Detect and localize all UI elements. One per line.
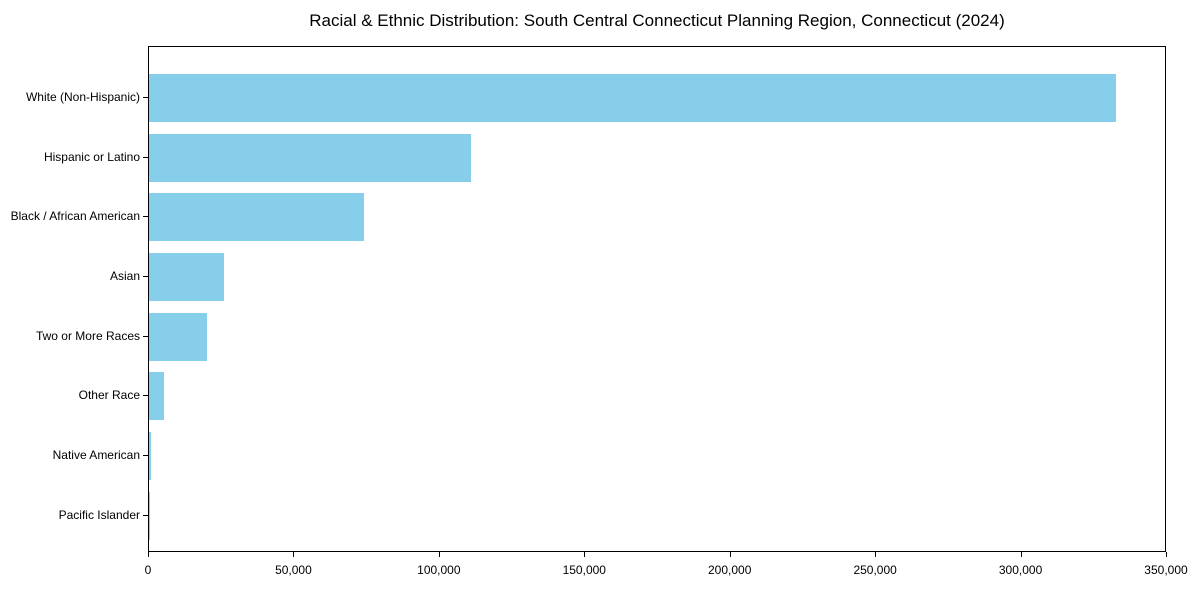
x-axis-tick-label: 100,000	[417, 563, 461, 577]
x-axis-tick	[293, 552, 295, 557]
x-axis-tick-label: 150,000	[562, 563, 606, 577]
y-axis-label: Pacific Islander	[58, 507, 140, 522]
x-axis-tick-label: 200,000	[708, 563, 752, 577]
bar	[149, 193, 364, 242]
x-axis-tick	[875, 552, 877, 557]
x-axis-tick	[148, 552, 149, 557]
y-axis-tick	[143, 156, 148, 158]
y-axis-tick	[143, 335, 148, 337]
y-axis-label: Black / African American	[10, 209, 140, 224]
y-axis-label: Native American	[52, 447, 140, 462]
x-axis-tick	[1166, 552, 1167, 557]
y-axis-tick	[143, 275, 148, 277]
chart-title: Racial & Ethnic Distribution: South Cent…	[309, 11, 1005, 30]
y-axis-tick	[143, 395, 148, 397]
x-axis-tick-label: 250,000	[853, 563, 897, 577]
x-axis-tick	[584, 552, 586, 557]
bar	[149, 133, 472, 182]
y-axis-tick	[143, 454, 148, 456]
y-axis-tick	[143, 216, 148, 218]
y-axis-label: Two or More Races	[35, 328, 140, 343]
bar	[149, 312, 208, 361]
bar	[149, 431, 152, 480]
y-axis-tick	[143, 97, 148, 98]
bar	[149, 252, 225, 301]
y-axis-label: Hispanic or Latino	[43, 149, 140, 164]
bar	[149, 74, 1116, 122]
y-axis-label: Asian	[109, 268, 140, 283]
x-axis-tick-label: 0	[144, 563, 152, 577]
y-axis-tick	[143, 514, 148, 516]
x-axis-tick-label: 50,000	[275, 563, 312, 577]
plot-area	[148, 46, 1166, 552]
bar	[149, 372, 164, 421]
x-axis-tick-label: 350,000	[1144, 563, 1188, 577]
y-axis-label: Other Race	[78, 388, 140, 403]
x-axis-tick	[1020, 552, 1022, 557]
x-axis-tick	[729, 552, 731, 557]
x-axis-tick-label: 300,000	[998, 563, 1043, 577]
y-axis-label: White (Non-Hispanic)	[25, 90, 140, 104]
x-axis-tick	[438, 552, 440, 557]
